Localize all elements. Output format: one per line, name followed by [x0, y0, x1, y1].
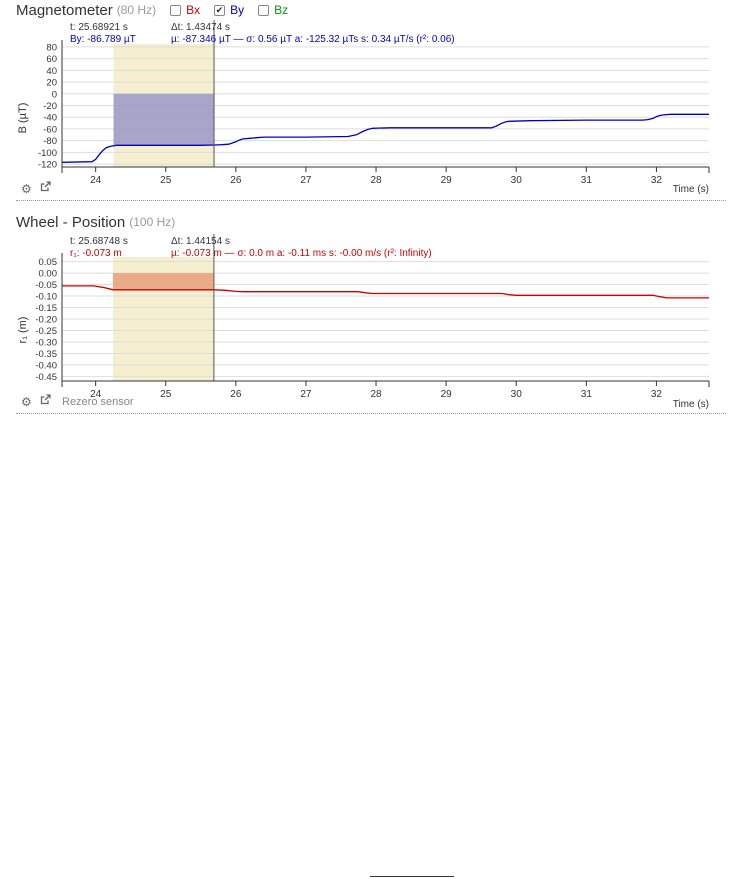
mag-xtick-label: 30 [511, 175, 523, 186]
mag-ytick-label: -120 [38, 160, 57, 171]
mag-xtick-label: 27 [300, 175, 312, 186]
wheel-ytick-label: -0.15 [35, 303, 57, 314]
mag-cursor-time: t: 25.68921 s [70, 22, 128, 33]
mag-cursor-value: By: -86.789 µT [70, 34, 136, 45]
mag-ytick-label: -100 [38, 148, 57, 159]
mag-ylabel: B (µT) [17, 103, 29, 134]
magnetometer-rate: (80 Hz) [116, 3, 157, 17]
magnetometer-title: Magnetometer [16, 1, 113, 19]
wheel-plot: 0.050.00-0.05-0.10-0.15-0.20-0.25-0.30-0… [35, 234, 710, 400]
checkbox-bz-label: Bz [274, 3, 289, 17]
wheel-settings-icon[interactable]: ⚙ [21, 395, 32, 409]
wheel-xlabel: Time (s) [673, 399, 709, 410]
mag-xtick-label: 31 [581, 175, 593, 186]
wheel-rate: (100 Hz) [129, 215, 176, 229]
wheel-header: Wheel - Position (100 Hz) [16, 212, 175, 232]
wheel-ytick-label: -0.20 [35, 315, 57, 326]
mag-ytick-label: -60 [43, 124, 57, 135]
wheel-xtick-label: 32 [651, 389, 663, 400]
wheel-ytick-label: -0.10 [35, 292, 57, 303]
wheel-ytick-label: 0.00 [39, 269, 58, 280]
wheel-xtick-label: 27 [300, 389, 312, 400]
mag-ytick-label: 80 [46, 42, 57, 53]
wheel-ytick-label: -0.30 [35, 337, 57, 348]
mag-selection-dt: Δt: 1.43474 s [171, 22, 230, 33]
checkbox-by-label: By [230, 3, 245, 17]
mag-ytick-label: -40 [43, 113, 57, 124]
checkbox-bx[interactable]: Bx [170, 3, 200, 17]
mag-xtick-label: 32 [651, 175, 663, 186]
wheel-xtick-label: 31 [581, 389, 593, 400]
wheel-ytick-label: -0.25 [35, 326, 57, 337]
checkbox-bx-label: Bx [186, 3, 201, 17]
wheel-chart[interactable]: 0.050.00-0.05-0.10-0.15-0.20-0.25-0.30-0… [0, 234, 750, 414]
mag-series-line [61, 113, 709, 163]
wheel-ytick-label: -0.40 [35, 360, 57, 371]
mag-xtick-label: 28 [370, 175, 382, 186]
mag-selection-stats: µ: -87.346 µT — σ: 0.56 µT a: -125.32 µT… [171, 34, 455, 45]
bottom-divider [370, 876, 454, 877]
wheel-panel: Wheel - Position (100 Hz) 0.05 0.00 -0.05-… [0, 212, 750, 416]
mag-xtick-label: 29 [441, 175, 453, 186]
rezero-sensor-link[interactable]: Rezero sensor [62, 396, 134, 408]
wheel-series-line [62, 285, 709, 299]
magnetometer-panel: Magnetometer (80 Hz) Bx ✔ By Bz 80 60 40 20… [0, 0, 750, 202]
wheel-selection-dt: Δt: 1.44154 s [171, 236, 230, 247]
mag-separator [16, 200, 726, 201]
mag-ytick-label: 0 [52, 89, 57, 100]
wheel-selection-area [112, 273, 214, 290]
wheel-selection-stats: µ: -0.073 m — σ: 0.0 m a: -0.11 ms s: -0… [171, 248, 432, 259]
checkbox-bz[interactable]: Bz [258, 3, 288, 17]
wheel-xtick-label: 24 [90, 389, 102, 400]
mag-selection-area [113, 93, 215, 146]
mag-settings-icon[interactable]: ⚙ [21, 182, 32, 196]
checkbox-bz-box[interactable] [258, 4, 270, 16]
wheel-title: Wheel - Position [16, 213, 126, 231]
wheel-cursor-time: t: 25.68748 s [70, 236, 128, 247]
magnetometer-header: Magnetometer (80 Hz) Bx ✔ By Bz [16, 0, 288, 20]
mag-xtick-label: 24 [90, 175, 102, 186]
mag-ytick-label: -20 [43, 101, 57, 112]
mag-ytick-label: 60 [46, 54, 57, 65]
wheel-ytick-label: -0.05 [35, 280, 57, 291]
wheel-xtick-label: 30 [511, 389, 523, 400]
mag-ytick-label: 40 [46, 66, 57, 77]
checkbox-bx-box[interactable] [170, 4, 182, 16]
wheel-xtick-label: 26 [230, 389, 242, 400]
wheel-xtick-label: 28 [370, 389, 382, 400]
wheel-xtick-label: 29 [441, 389, 453, 400]
wheel-ytick-label: -0.35 [35, 349, 57, 360]
wheel-xtick-label: 25 [160, 389, 172, 400]
mag-xlabel: Time (s) [673, 184, 709, 195]
wheel-ytick-label: 0.05 [39, 257, 58, 268]
mag-xtick-label: 25 [160, 175, 172, 186]
checkbox-by[interactable]: ✔ By [214, 3, 244, 17]
mag-xtick-label: 26 [230, 175, 242, 186]
mag-ytick-label: 20 [46, 78, 57, 89]
checkbox-by-box[interactable]: ✔ [214, 4, 226, 16]
wheel-ylabel: r₁ (m) [17, 317, 29, 344]
mag-ytick-label: -80 [43, 136, 57, 147]
wheel-external-link-icon[interactable] [40, 394, 51, 407]
wheel-separator [16, 413, 726, 414]
wheel-cursor-value: r₁: -0.073 m [70, 248, 122, 259]
wheel-ytick-label: -0.45 [35, 372, 57, 383]
mag-external-link-icon[interactable] [40, 181, 51, 194]
